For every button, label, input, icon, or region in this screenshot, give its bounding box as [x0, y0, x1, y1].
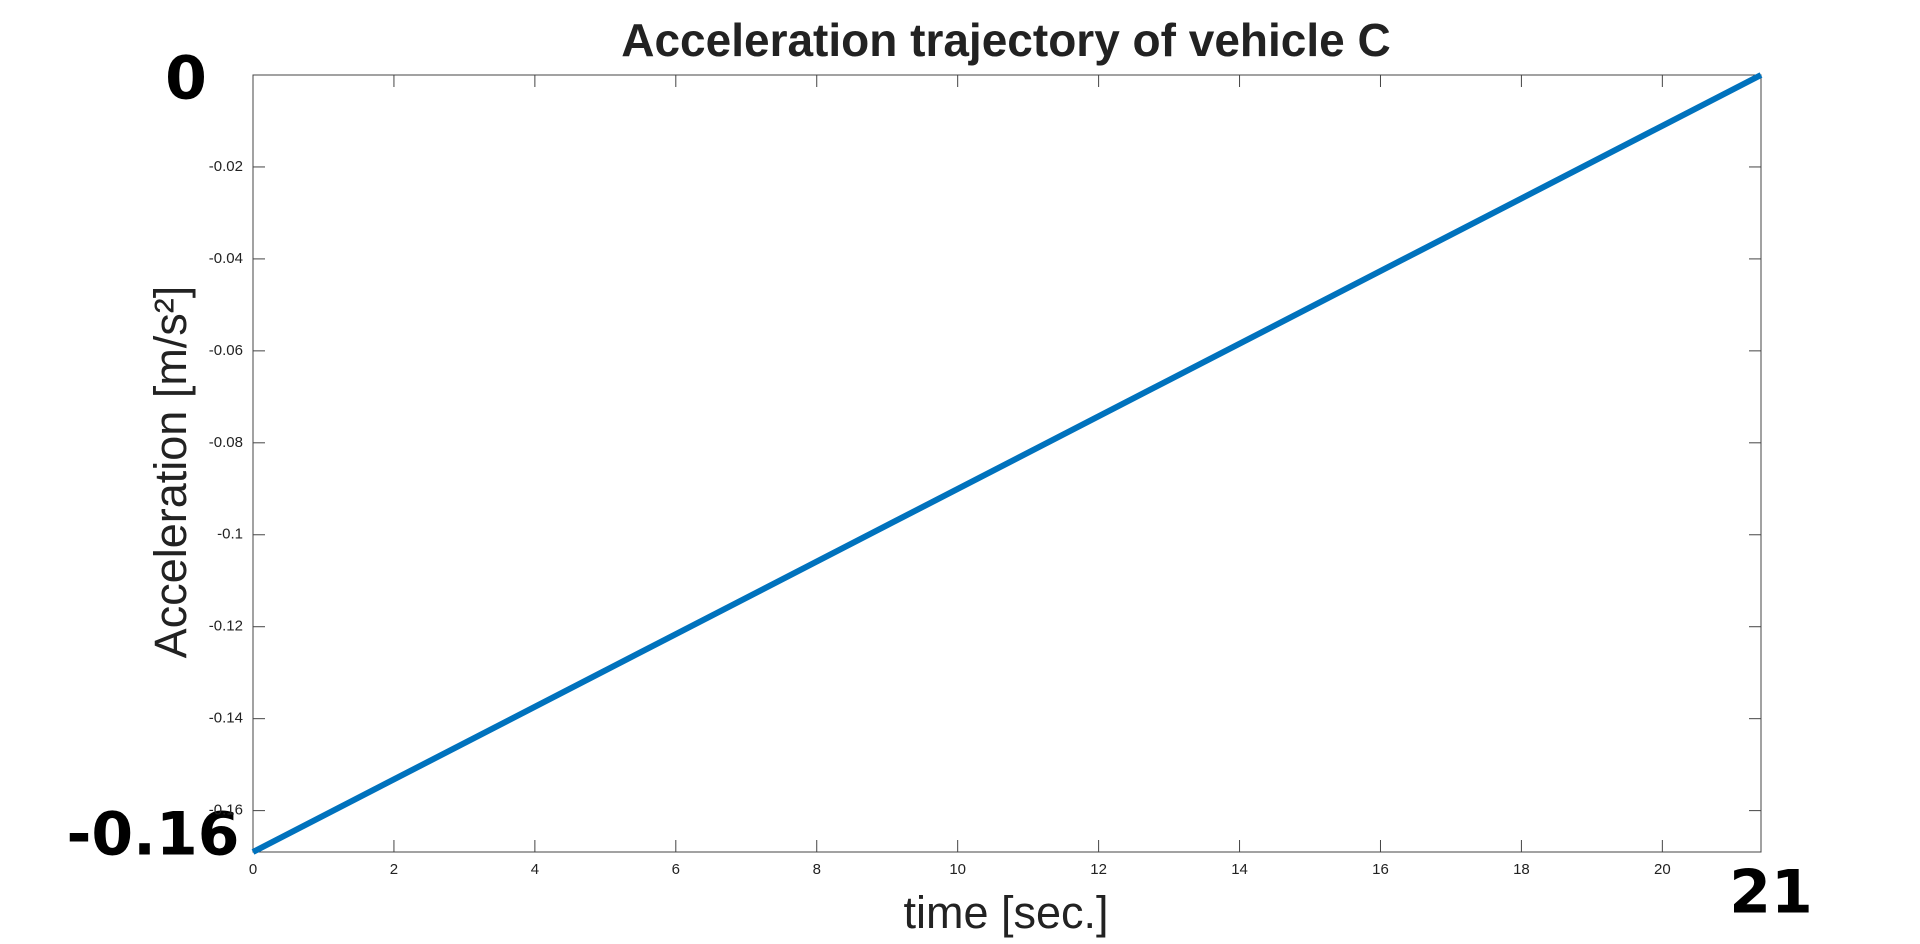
y-tick-label: -0.04 — [209, 250, 243, 267]
annotation: -0.16 — [67, 800, 240, 870]
x-tick-label: 12 — [1090, 861, 1107, 878]
y-tick-label: -0.12 — [209, 618, 243, 635]
x-tick-label: 0 — [249, 861, 257, 878]
x-tick-label: 14 — [1231, 861, 1248, 878]
chart-title: Acceleration trajectory of vehicle C — [621, 14, 1391, 66]
plot-frame — [252, 74, 1762, 853]
y-tick-label: -0.02 — [209, 158, 243, 175]
y-axis-label: Acceleration [m/s²] — [145, 286, 196, 659]
x-tick-label: 8 — [813, 861, 821, 878]
x-axis-label: time [sec.] — [903, 887, 1108, 938]
y-tick-label: -0.1 — [217, 526, 243, 543]
data-line — [251, 72, 1763, 855]
x-tick-label: 10 — [949, 861, 966, 878]
x-tick-label: 18 — [1513, 861, 1530, 878]
x-tick-label: 2 — [390, 861, 398, 878]
annotation: 0 — [165, 44, 207, 114]
y-tick-label: -0.06 — [209, 342, 243, 359]
x-tick-label: 6 — [672, 861, 680, 878]
y-tick-label: -0.08 — [209, 434, 243, 451]
x-tick-label: 16 — [1372, 861, 1389, 878]
y-tick-label: -0.14 — [209, 710, 243, 727]
x-tick-label: 4 — [531, 861, 539, 878]
y-tick-label: -0.16 — [209, 802, 243, 819]
annotation: 21 — [1729, 858, 1813, 928]
x-tick-label: 20 — [1654, 861, 1671, 878]
